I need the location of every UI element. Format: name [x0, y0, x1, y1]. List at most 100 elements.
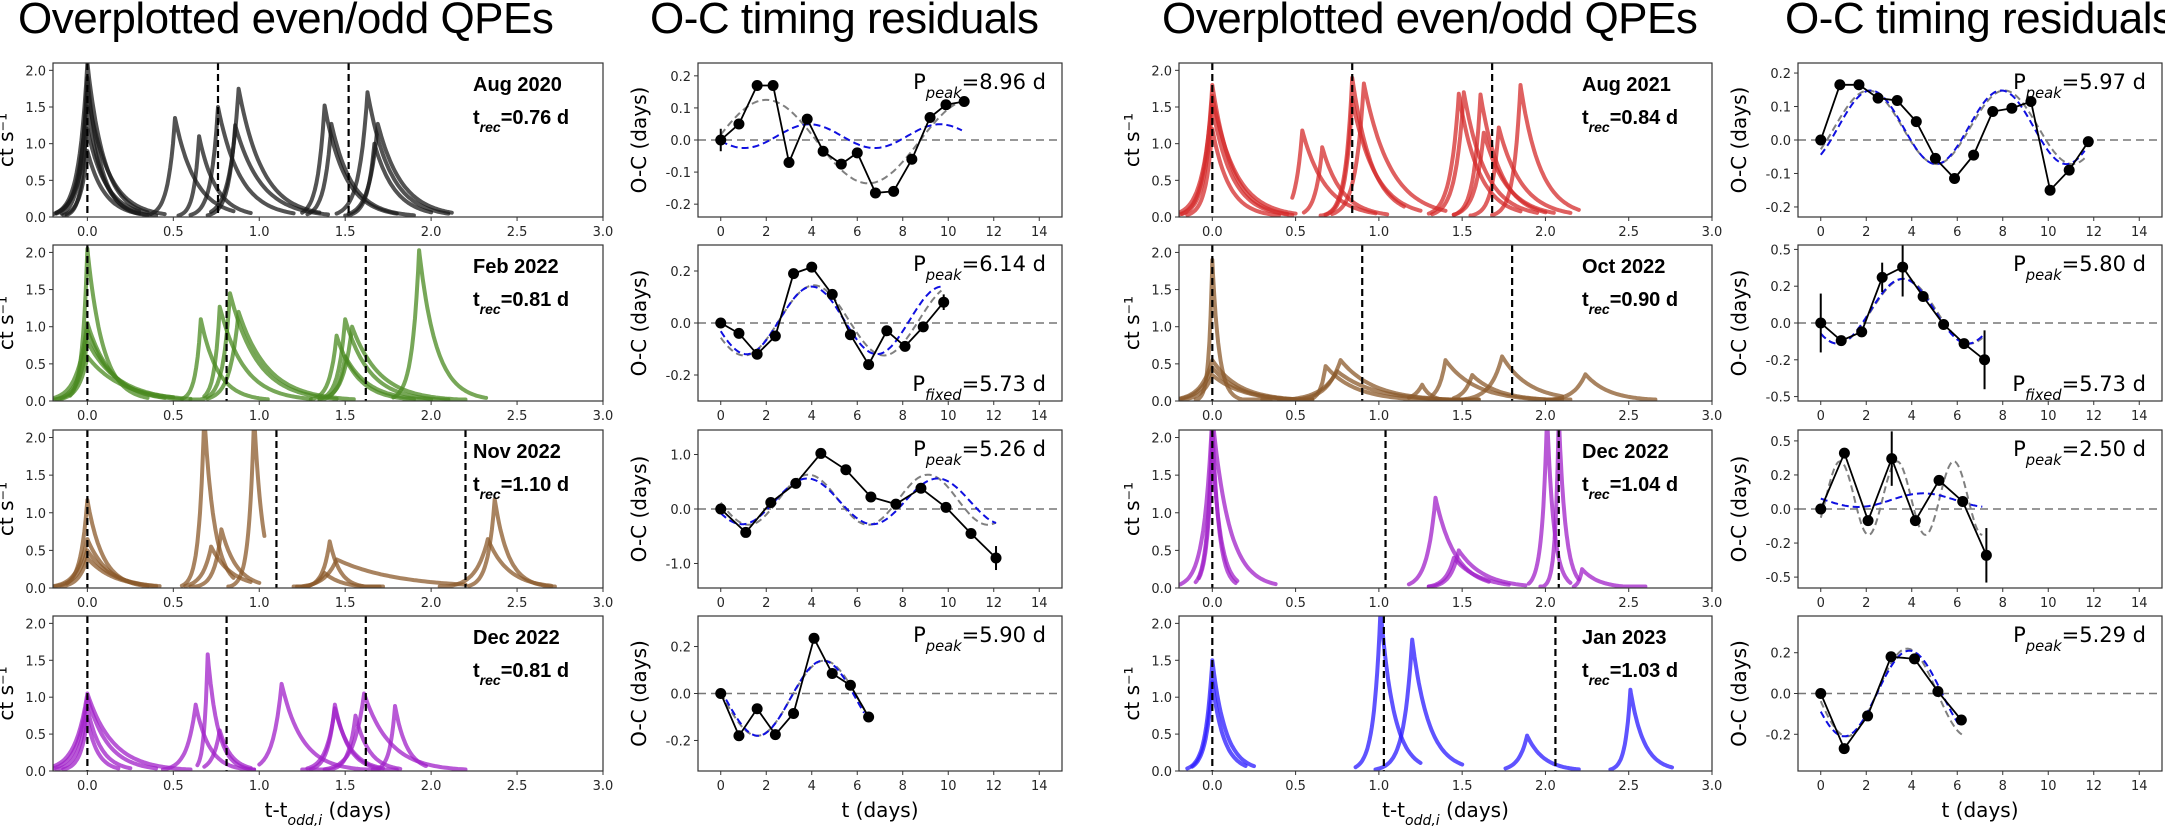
y-tick-label: 0.0: [670, 134, 691, 149]
y-tick-label: 1.0: [670, 449, 691, 464]
y-tick-label: 2.0: [1151, 617, 1172, 632]
sinusoid-fit-pfixed: [1820, 492, 1983, 508]
oc-data-point: [965, 528, 977, 540]
oc-data-point: [788, 268, 800, 280]
trec-label-main: t: [1582, 107, 1589, 129]
y-tick-label: -0.2: [1766, 354, 1791, 369]
x-tick-label: 12: [985, 409, 1002, 424]
ppeak-label: Ppeak=5.29 d: [2013, 623, 2146, 655]
x-tick-label: 1.5: [335, 225, 356, 240]
x-tick-label: 0.5: [163, 225, 184, 240]
x-tick-label: 0.5: [163, 596, 184, 611]
x-tick-label: 4: [1908, 596, 1916, 611]
x-tick-label: 0.5: [1285, 409, 1306, 424]
oc-data-point: [715, 503, 727, 515]
x-tick-label: 0.0: [77, 225, 98, 240]
x-tick-label: 10: [2040, 779, 2057, 794]
ppeak-label-tail: =5.26 d: [962, 437, 1046, 461]
y-tick-label: -0.2: [666, 734, 691, 749]
y-tick-label: 0.0: [1770, 317, 1791, 332]
x-tick-label: 1.5: [335, 779, 356, 794]
x-tick-label: 3.0: [593, 225, 614, 240]
plot-area: [53, 63, 454, 217]
x-tick-label: 2.5: [1618, 779, 1639, 794]
oc-data-point: [1838, 743, 1850, 755]
x-tick-label: 2: [1862, 225, 1870, 240]
oc-data-point: [840, 464, 852, 476]
oc-data-point: [1987, 106, 1999, 118]
x-tick-label: 12: [985, 225, 1002, 240]
y-tick-label: 1.5: [1151, 101, 1172, 116]
x-tick-label: 14: [2131, 409, 2148, 424]
ppeak-label-sub: peak: [925, 638, 962, 655]
x-tick-label: 0.5: [1285, 225, 1306, 240]
x-tick-label: 1.5: [1452, 225, 1473, 240]
oc-data-point: [790, 477, 802, 489]
y-tick-label: 0.0: [25, 765, 46, 780]
oc-data-point: [844, 329, 856, 341]
flare-curve: [317, 354, 434, 401]
panel-lc-aug2021: 0.0 0.5 1.0 1.5 2.0 2.5 3.0 0.0 0.5 1.0 1.5 2.0 Aug …: [1120, 62, 1722, 240]
oc-data-point: [1938, 318, 1950, 330]
oc-data-point: [751, 79, 763, 91]
oc-data-point: [733, 327, 745, 339]
x-tick-label: 12: [2085, 409, 2102, 424]
trec-label-sub: rec: [1589, 672, 1610, 688]
y-tick-label: 0.5: [1770, 243, 1791, 258]
flare-curve: [176, 134, 253, 217]
ppeak-label-main: P: [2013, 437, 2026, 461]
epoch-label: Dec 2022: [1582, 441, 1669, 463]
x-tick-label: 4: [808, 596, 816, 611]
axes-frame: [52, 244, 604, 402]
x-tick-label: 1.0: [249, 225, 270, 240]
x-tick-label: 0.0: [77, 409, 98, 424]
flare-curve: [1180, 105, 1295, 217]
x-tick-label: 2.0: [1535, 225, 1556, 240]
oc-data-point: [1949, 173, 1961, 184]
column-title-qpe-left: Overplotted even/odd QPEs: [18, 0, 554, 43]
x-tick-label: 2.0: [421, 409, 442, 424]
x-tick-label: 1.5: [1452, 596, 1473, 611]
flare-curve: [1490, 83, 1581, 217]
flare-curve: [1353, 616, 1423, 770]
flare-curve: [1468, 125, 1573, 217]
flare-curve: [1571, 567, 1648, 588]
axes-frame: [52, 429, 604, 589]
x-tick-label: 4: [808, 779, 816, 794]
y-tick-label: 0.2: [670, 641, 691, 656]
x-tick-label: 1.5: [335, 409, 356, 424]
flare-curve: [1526, 430, 1573, 586]
flare-curve: [370, 704, 428, 771]
panel-oc-nov2022: 0 2 4 6 8 10 12 14 -1.0 0.0 1.0 Ppeak=5.26 d O-C (da…: [627, 429, 1063, 611]
plot-area: [698, 447, 1062, 571]
sinusoid-fit-pfixed: [719, 659, 865, 737]
trec-label-tail: =0.76 d: [501, 107, 569, 129]
oc-data-point: [1834, 79, 1846, 91]
oc-data-point: [2025, 96, 2037, 107]
pfixed-label: Pfixed=5.73 d: [2012, 372, 2146, 404]
y-tick-label: 0.0: [1151, 582, 1172, 597]
x-tick-label: 12: [2085, 596, 2102, 611]
x-tick-label: 8: [1999, 409, 2007, 424]
oc-data-point: [808, 632, 820, 644]
oc-data-point: [1917, 291, 1929, 303]
oc-data-point: [1876, 271, 1888, 283]
y-tick-label: 0.0: [1151, 765, 1172, 780]
y-tick-label: 0.5: [1151, 544, 1172, 559]
y-tick-label: 0.0: [670, 688, 691, 703]
y-tick-label: -0.2: [666, 198, 691, 213]
y-tick-label: 0.2: [1770, 280, 1791, 295]
y-tick-label: 1.0: [25, 507, 46, 522]
plot-area: [1185, 616, 1674, 771]
oc-data-point: [844, 679, 856, 691]
y-tick-label: 1.5: [25, 284, 46, 299]
oc-data-line: [720, 452, 997, 559]
y-axis-label: ct s⁻¹: [1120, 296, 1144, 350]
flare-curve: [188, 527, 262, 588]
x-tick-label: 2: [1862, 779, 1870, 794]
x-tick-label: 10: [2040, 409, 2057, 424]
oc-data-point: [1872, 92, 1884, 104]
trec-label-sub: rec: [1589, 486, 1610, 502]
plot-area: [1179, 245, 1658, 401]
x-tick-label: 4: [808, 225, 816, 240]
